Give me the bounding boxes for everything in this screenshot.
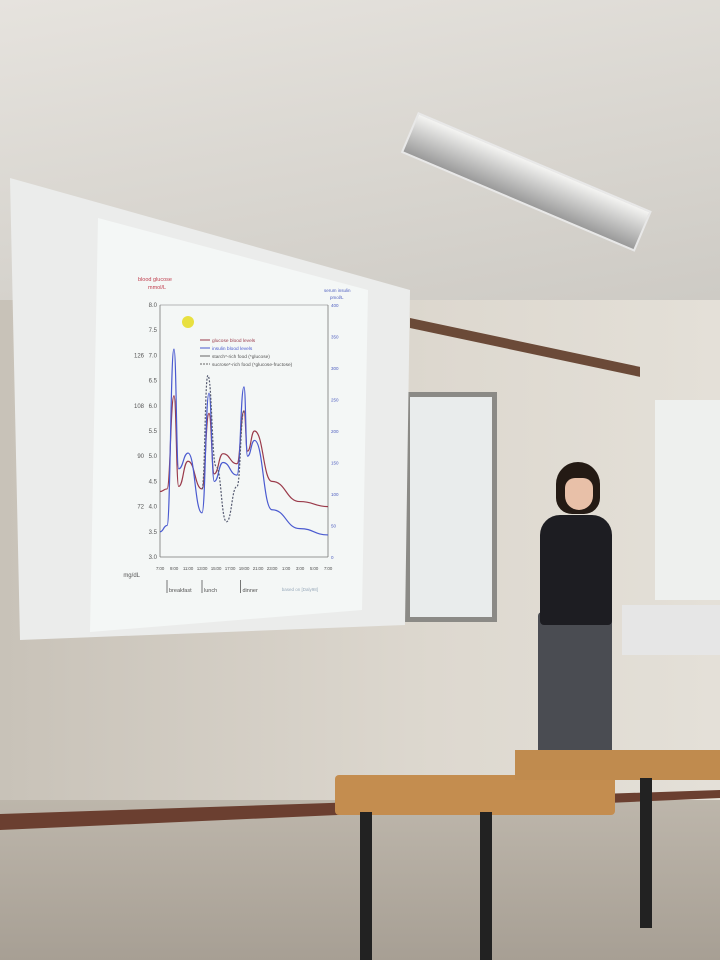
- x-tick-label: 7:00: [324, 566, 333, 571]
- right-tick-label: 300: [331, 366, 339, 371]
- meal-label: breakfast: [169, 588, 192, 594]
- desk: [335, 775, 615, 815]
- right-tick-label: 250: [331, 398, 339, 403]
- right-tick-label: 100: [331, 492, 339, 497]
- x-tick-label: 21:00: [253, 566, 264, 571]
- left-tick-label: 6.5: [149, 379, 158, 385]
- mgdl-tick-label: 126: [134, 353, 145, 359]
- mgdl-tick-label: 108: [134, 404, 145, 410]
- desk-leg: [360, 812, 372, 960]
- legend-label: glucose blood levels: [212, 338, 256, 344]
- x-tick-label: 3:00: [296, 566, 305, 571]
- legend-label: insulin blood levels: [212, 346, 253, 352]
- series-line: [159, 395, 329, 508]
- window: [655, 400, 720, 600]
- x-tick-label: 13:00: [197, 566, 208, 571]
- mgdl-tick-label: 90: [137, 454, 144, 460]
- left-tick-label: 4.0: [149, 505, 158, 511]
- sun-icon: [182, 316, 194, 328]
- right-axis-label: pmol/L: [330, 295, 344, 300]
- x-tick-label: 1:00: [282, 566, 291, 571]
- x-tick-label: 23:00: [267, 566, 278, 571]
- x-tick-label: 7:00: [156, 566, 165, 571]
- mgdl-label: mg/dL: [123, 573, 140, 579]
- presenter-face: [565, 478, 593, 510]
- legend-label: starch*-rich food (*glucose): [212, 354, 270, 360]
- right-tick-label: 50: [331, 524, 337, 529]
- right-tick-label: 150: [331, 461, 339, 466]
- legend-label: sucrose*-rich food (*glucose-fructose): [212, 362, 293, 368]
- x-tick-label: 19:00: [239, 566, 250, 571]
- desk-leg: [640, 778, 652, 928]
- right-tick-label: 0: [331, 555, 334, 560]
- x-tick-label: 11:00: [183, 566, 194, 571]
- x-tick-label: 17:00: [225, 566, 236, 571]
- chart: blood glucose mmol/L serum insulin pmol/L 3.…: [123, 277, 351, 594]
- left-tick-label: 7.5: [149, 328, 158, 334]
- right-tick-label: 400: [331, 303, 339, 308]
- right-tick-label: 200: [331, 429, 339, 434]
- x-tick-label: 9:00: [170, 566, 179, 571]
- source-note: based on [Daly98]: [282, 587, 318, 592]
- left-tick-label: 4.5: [149, 479, 158, 485]
- meal-label: dinner: [243, 588, 258, 594]
- mgdl-tick-label: 72: [137, 505, 144, 511]
- presenter-legs: [538, 612, 612, 762]
- series-line: [201, 374, 245, 523]
- presenter-body: [540, 515, 612, 625]
- left-axis-label: mmol/L: [148, 285, 166, 291]
- left-axis-label: blood glucose: [138, 277, 172, 283]
- left-tick-label: 5.0: [149, 454, 158, 460]
- whiteboard: [405, 392, 497, 622]
- left-tick-label: 8.0: [149, 303, 158, 309]
- left-tick-label: 3.0: [149, 555, 158, 561]
- podium: [622, 605, 720, 655]
- right-axis-label: serum insulin: [324, 288, 351, 293]
- left-tick-label: 3.5: [149, 530, 158, 536]
- meal-label: lunch: [204, 588, 217, 594]
- x-tick-label: 15:00: [211, 566, 222, 571]
- x-tick-label: 5:00: [310, 566, 319, 571]
- left-tick-label: 7.0: [149, 353, 158, 359]
- desk: [515, 750, 720, 780]
- desk-leg: [480, 812, 492, 960]
- right-tick-label: 350: [331, 335, 339, 340]
- left-tick-label: 6.0: [149, 404, 158, 410]
- left-tick-label: 5.5: [149, 429, 158, 435]
